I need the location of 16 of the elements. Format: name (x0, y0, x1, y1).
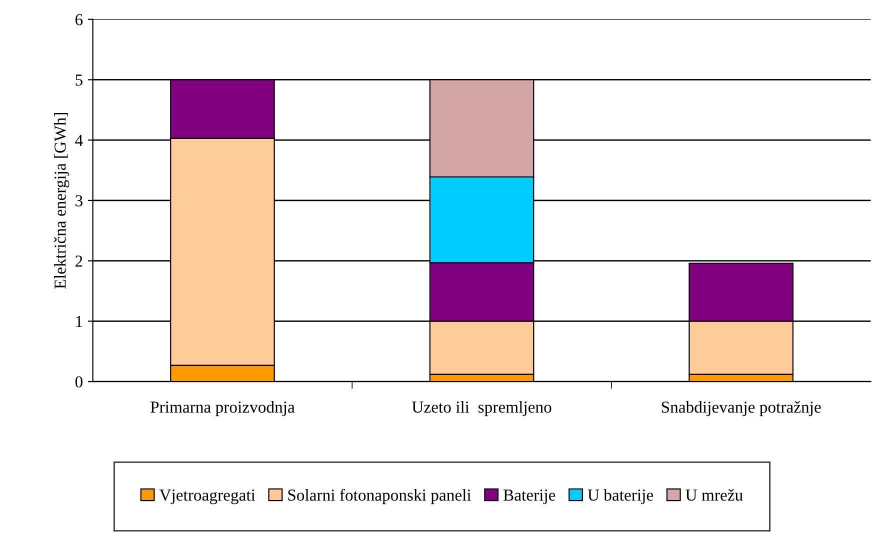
y-tick-label: 3 (76, 195, 82, 206)
y-tick-label: 4 (75, 134, 83, 146)
legend-label: Baterije (504, 490, 556, 504)
y-tick-label: 6 (75, 14, 83, 26)
y-tick-label: 2 (75, 256, 82, 267)
y-tick-label: 0 (75, 376, 82, 388)
legend-label: Solarni fotonaponski paneli (288, 488, 472, 504)
legend-label: Vjetroagregati (159, 490, 256, 504)
y-tick-label: 1 (76, 316, 82, 327)
legend-label: U mrežu (686, 488, 743, 501)
legend-label: U baterije (588, 489, 654, 504)
x-tick-label: Snabdijevanje potražnje (662, 401, 821, 416)
y-tick-label: 5 (76, 74, 82, 86)
y-axis-title: Električna energija [GWh] (54, 113, 70, 289)
x-tick-label: Uzeto ili spremljeno (412, 401, 552, 416)
x-tick-label: Primarna proizvodnja (150, 401, 295, 416)
